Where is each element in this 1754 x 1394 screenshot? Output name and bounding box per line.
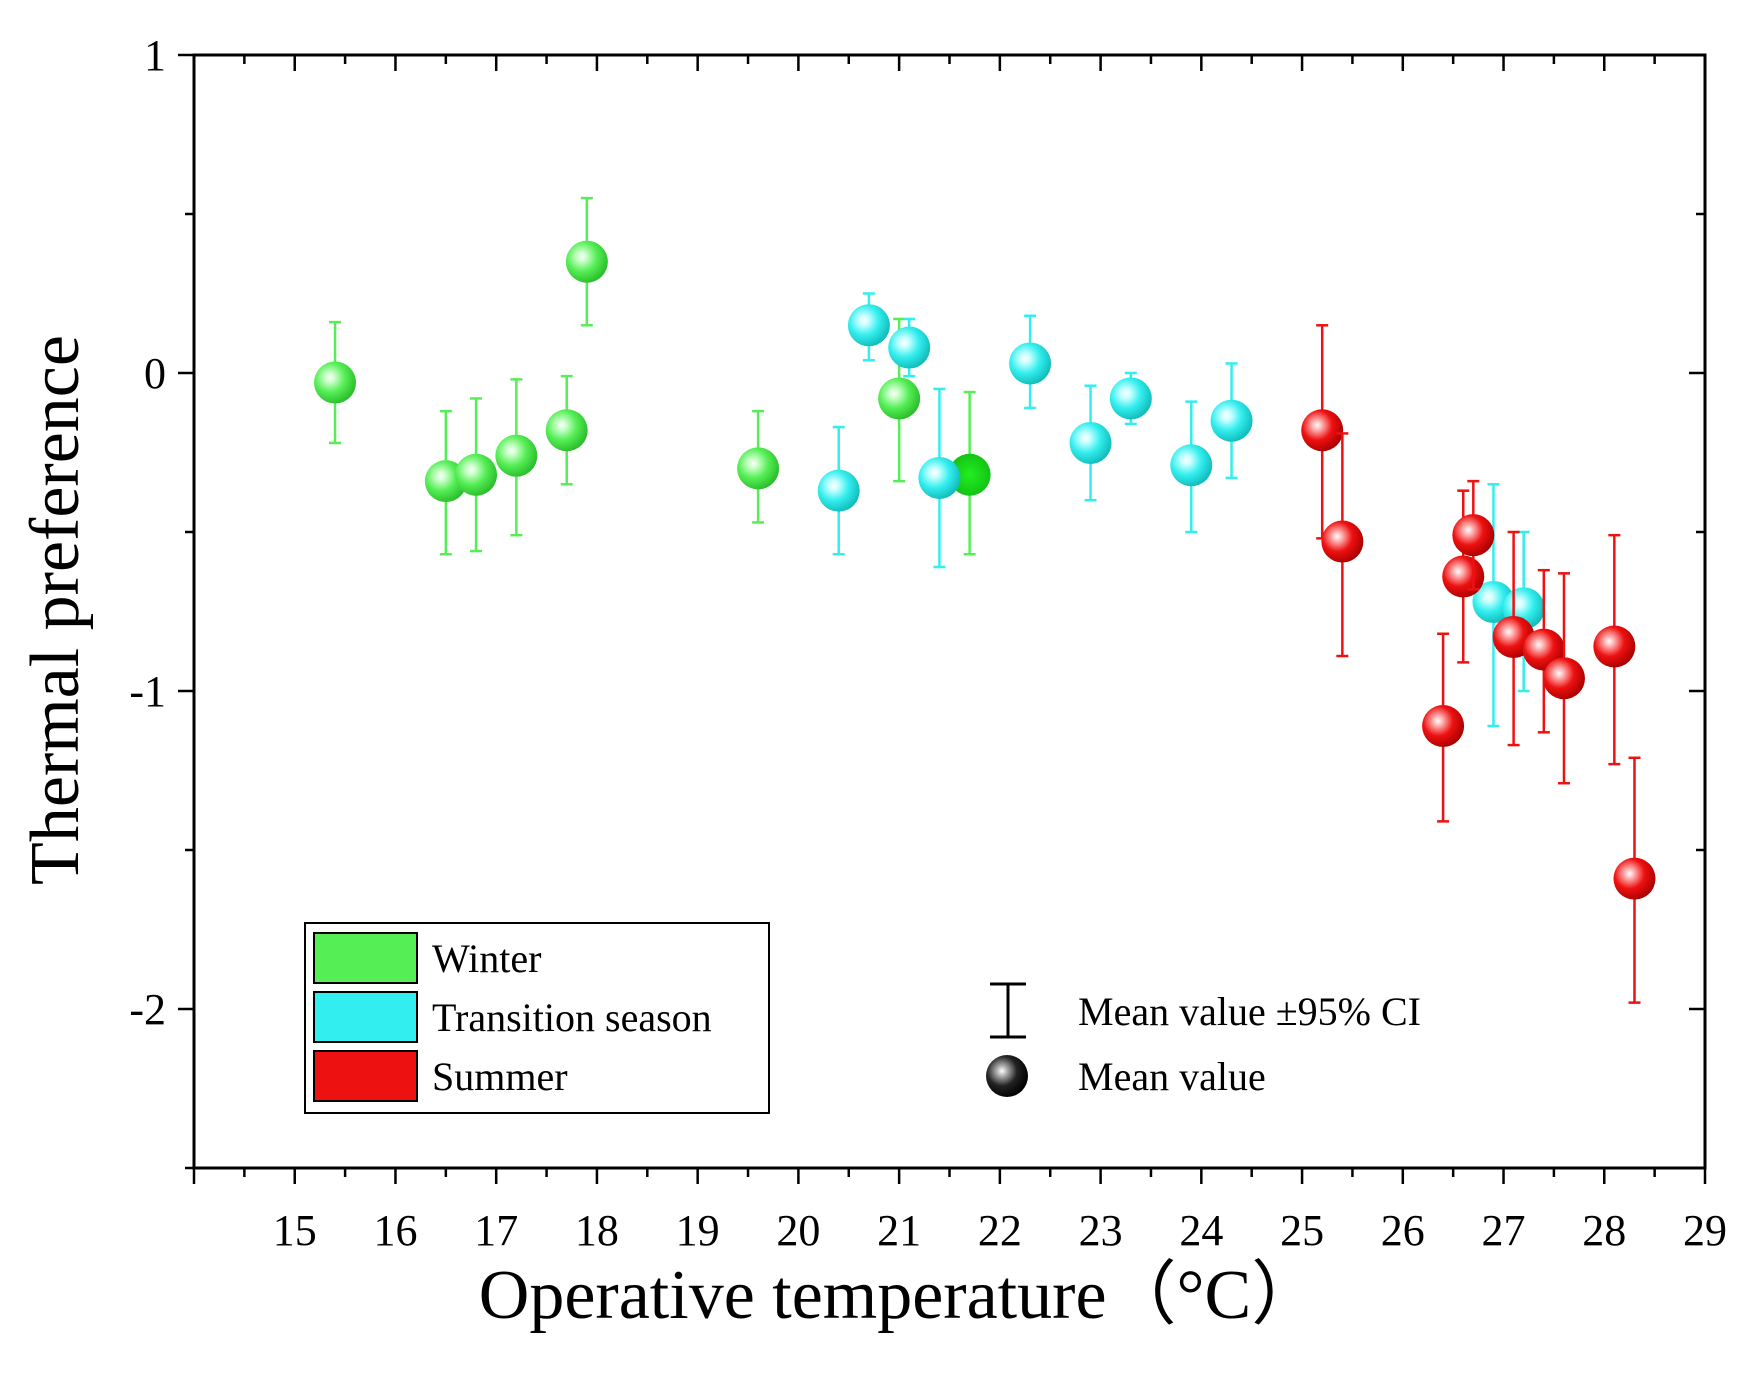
- errorbar-key-symbol: [990, 982, 1026, 1039]
- transition-season-point: [847, 292, 890, 362]
- y-tick-label: 0: [144, 349, 166, 398]
- transition-season-marker: [1109, 377, 1152, 420]
- winter-marker: [455, 453, 498, 496]
- transition-season-marker: [1210, 399, 1253, 442]
- legend-swatch-summer: [313, 1050, 418, 1102]
- transition-season-point: [888, 317, 931, 378]
- winter-point: [545, 374, 588, 486]
- summer-marker: [1452, 514, 1495, 557]
- x-tick-label: 16: [373, 1206, 417, 1255]
- transition-season-marker: [918, 456, 961, 499]
- winter-point: [948, 390, 991, 556]
- summer-marker: [1442, 555, 1485, 598]
- x-tick-label: 21: [877, 1206, 921, 1255]
- x-tick-label: 19: [676, 1206, 720, 1255]
- errorbar-key: Mean value ±95% CI Mean value: [986, 982, 1421, 1099]
- legend-swatch-transition: [313, 991, 418, 1043]
- legend-label-transition: Transition season: [432, 995, 712, 1040]
- x-tick-label: 29: [1683, 1206, 1727, 1255]
- x-tick-label: 28: [1582, 1206, 1626, 1255]
- transition-season-point: [1210, 362, 1253, 480]
- transition-season-point: [1009, 314, 1052, 410]
- summer-marker: [1593, 625, 1636, 668]
- x-tick-label: 17: [474, 1206, 518, 1255]
- y-axis-title: Thermal preference: [17, 335, 94, 885]
- winter-point: [495, 378, 538, 537]
- summer-point: [1542, 572, 1585, 785]
- summer-point: [1593, 533, 1636, 766]
- x-axis-title: Operative temperature（°C）: [479, 1257, 1321, 1334]
- winter-marker: [948, 453, 991, 496]
- transition-season-point: [1472, 483, 1515, 728]
- winter-marker: [545, 409, 588, 452]
- winter-marker: [737, 447, 780, 490]
- winter-point: [455, 397, 498, 553]
- summer-point: [1422, 632, 1465, 823]
- winter-point: [737, 409, 780, 524]
- x-tick-label: 18: [575, 1206, 619, 1255]
- legend-swatch-winter: [313, 932, 418, 984]
- mean-key-marker: [986, 1055, 1028, 1097]
- transition-season-point: [1109, 371, 1152, 426]
- x-tick-label: 24: [1179, 1206, 1223, 1255]
- winter-marker: [878, 377, 921, 420]
- legend-label-summer: Summer: [432, 1054, 568, 1099]
- legend-label-winter: Winter: [432, 936, 541, 981]
- transition-season-marker: [1069, 421, 1112, 464]
- axis-ticks: [178, 53, 1707, 1184]
- winter-point: [565, 196, 608, 327]
- x-tick-label: 25: [1280, 1206, 1324, 1255]
- x-tick-label: 26: [1381, 1206, 1425, 1255]
- transition-season-point: [1170, 400, 1213, 534]
- summer-point: [1452, 479, 1495, 591]
- winter-point: [314, 320, 357, 445]
- winter-marker: [495, 434, 538, 477]
- transition-season-marker: [1009, 342, 1052, 385]
- x-tick-label: 27: [1482, 1206, 1526, 1255]
- y-tick-labels: 1 0 -1 -2: [129, 31, 166, 1034]
- transition-season-point: [918, 387, 961, 569]
- transition-season-marker: [888, 326, 931, 369]
- x-tick-label: 15: [273, 1206, 317, 1255]
- summer-marker: [1301, 409, 1344, 452]
- transition-season-point: [817, 425, 860, 556]
- mean-key-label: Mean value: [1078, 1054, 1266, 1099]
- x-tick-labels: 15 16 17 18 19 20 21 22 23 24 25 26 27 28 29: [273, 1206, 1727, 1255]
- summer-marker: [1422, 704, 1465, 747]
- x-tick-label: 22: [978, 1206, 1022, 1255]
- errorbar-key-label: Mean value ±95% CI: [1078, 989, 1421, 1034]
- transition-season-point: [1069, 384, 1112, 502]
- summer-point: [1613, 756, 1656, 1004]
- legend: Winter Transition season Summer: [304, 922, 770, 1114]
- transition-season-marker: [1170, 444, 1213, 487]
- x-tick-label: 20: [776, 1206, 820, 1255]
- y-tick-label: -1: [129, 667, 166, 716]
- summer-point: [1321, 432, 1364, 658]
- y-tick-label: -2: [129, 985, 166, 1034]
- summer-point: [1301, 324, 1344, 540]
- summer-marker: [1321, 520, 1364, 563]
- summer-marker: [1613, 857, 1656, 900]
- data-marks: [314, 196, 1656, 1004]
- transition-season-marker: [847, 304, 890, 347]
- winter-marker: [565, 240, 608, 283]
- summer-marker: [1542, 657, 1585, 700]
- y-tick-label: 1: [144, 31, 166, 80]
- winter-marker: [314, 361, 357, 404]
- x-tick-label: 23: [1079, 1206, 1123, 1255]
- transition-season-marker: [817, 469, 860, 512]
